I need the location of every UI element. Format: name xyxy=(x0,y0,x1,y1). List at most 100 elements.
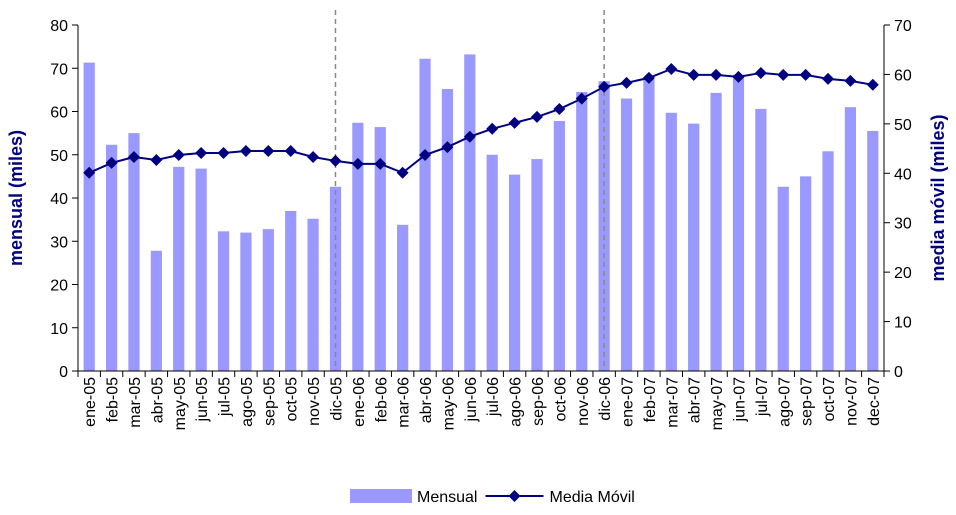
line-marker xyxy=(374,157,387,170)
bar xyxy=(441,89,454,371)
line xyxy=(88,67,873,174)
x-tick-label: mar-05 xyxy=(127,377,144,428)
bar xyxy=(508,174,521,371)
x-tick-label: oct-07 xyxy=(821,377,838,422)
x-tick-label: abr-06 xyxy=(418,377,435,423)
x-tick-label: abr-05 xyxy=(149,377,166,423)
bar xyxy=(150,250,162,371)
x-tick-label: abr-07 xyxy=(687,377,704,423)
bar xyxy=(822,151,834,371)
y2-tick-label: 30 xyxy=(894,216,912,233)
x-tick-label: dic-06 xyxy=(597,377,614,421)
y2-tick-label: 50 xyxy=(894,117,912,134)
y2-tick-label: 20 xyxy=(894,265,912,282)
bar xyxy=(262,229,274,371)
bar xyxy=(419,58,431,372)
x-tick-label: jun-07 xyxy=(731,377,748,423)
bar xyxy=(173,166,185,371)
x-tick-label: jul-06 xyxy=(485,377,502,417)
line-marker xyxy=(710,68,723,81)
line-marker xyxy=(441,141,454,154)
x-tick-label: jul-07 xyxy=(754,377,771,417)
bar xyxy=(285,210,297,371)
x-tick-label: oct-05 xyxy=(284,377,301,422)
line-marker xyxy=(732,70,745,83)
x-tick-label: ago-05 xyxy=(239,377,256,427)
bar xyxy=(710,92,722,371)
bar xyxy=(732,74,745,372)
line-marker xyxy=(172,148,185,161)
x-tick-label: jul-05 xyxy=(217,377,234,417)
bar xyxy=(844,107,857,372)
legend-swatch xyxy=(350,489,412,503)
bar xyxy=(531,159,543,371)
line-marker xyxy=(239,145,252,158)
legend-label: Media Móvil xyxy=(549,489,634,506)
x-tick-label: dic-05 xyxy=(328,377,345,421)
legend-swatch xyxy=(508,490,521,502)
y-axis-title: mensual (miles) xyxy=(6,130,26,266)
bar xyxy=(464,54,476,371)
line-marker xyxy=(284,145,297,158)
line-marker xyxy=(598,80,611,93)
bar xyxy=(755,108,767,371)
line-marker xyxy=(396,166,409,179)
line-marker xyxy=(127,150,140,163)
line-marker xyxy=(83,166,96,179)
x-tick-label: ene-06 xyxy=(351,377,368,427)
x-tick-label: sep-06 xyxy=(530,377,547,426)
x-tick-label: ene-07 xyxy=(620,377,637,427)
y-tick-label: 40 xyxy=(50,191,68,208)
line-marker xyxy=(866,78,879,91)
line-marker xyxy=(195,147,208,160)
bar xyxy=(240,232,252,371)
bar xyxy=(195,168,207,371)
x-tick-label: dec-07 xyxy=(866,377,883,426)
legend-label: Mensual xyxy=(417,489,477,506)
bar xyxy=(374,127,386,371)
line-marker xyxy=(553,103,566,116)
bar xyxy=(867,130,879,371)
line-marker xyxy=(777,68,790,81)
line-marker xyxy=(620,76,633,89)
bar xyxy=(105,144,118,371)
line-marker xyxy=(307,150,320,163)
line-marker xyxy=(530,110,543,123)
x-tick-label: may-05 xyxy=(172,377,189,430)
y2-tick-label: 0 xyxy=(894,364,903,381)
x-tick-label: may-06 xyxy=(440,377,457,430)
y-tick-label: 0 xyxy=(59,364,68,381)
y-tick-label: 30 xyxy=(50,234,68,251)
line-marker xyxy=(799,68,812,81)
x-tick-label: feb-07 xyxy=(642,377,659,422)
bar xyxy=(486,154,498,371)
x-tick-label: sep-05 xyxy=(261,377,278,426)
bar xyxy=(688,123,700,371)
line-marker xyxy=(642,71,655,84)
line-marker xyxy=(329,154,342,167)
x-tick-label: feb-05 xyxy=(105,377,122,422)
line-marker xyxy=(575,92,588,105)
y-tick-label: 50 xyxy=(50,148,68,165)
bar xyxy=(329,186,342,371)
y2-tick-label: 40 xyxy=(894,166,912,183)
line-marker xyxy=(508,116,521,129)
line-marker xyxy=(687,68,700,81)
x-tick-label: mar-06 xyxy=(396,377,413,428)
line-marker xyxy=(665,62,678,75)
line-marker xyxy=(419,148,432,161)
x-tick-label: jun-05 xyxy=(194,377,211,423)
y2-tick-label: 10 xyxy=(894,315,912,332)
x-tick-label: mar-07 xyxy=(664,377,681,428)
bar xyxy=(643,79,655,371)
bar xyxy=(800,176,812,371)
bar xyxy=(307,218,319,371)
y-tick-label: 20 xyxy=(50,278,68,295)
bar xyxy=(777,186,789,371)
line-marker xyxy=(105,156,118,169)
x-tick-label: may-07 xyxy=(709,377,726,430)
bar xyxy=(553,121,565,371)
x-tick-label: oct-06 xyxy=(552,377,569,422)
line-marker xyxy=(486,122,499,135)
bar xyxy=(620,98,633,372)
